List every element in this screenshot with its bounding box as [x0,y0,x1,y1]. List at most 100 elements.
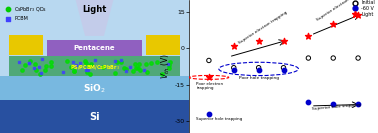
Point [73,64,79,66]
Point [22,64,28,66]
Point [77,62,83,64]
Point [82,62,88,64]
Bar [47,40,142,56]
Point [159,73,165,75]
Point [37,73,43,75]
Text: Au: Au [157,41,168,50]
Point [36,66,42,68]
Point [48,61,54,63]
Point [68,66,74,68]
Point [60,71,66,73]
Point [137,69,143,71]
FancyBboxPatch shape [9,35,43,55]
Point [165,63,171,66]
Point [71,70,77,72]
Bar [0,100,189,133]
Point [118,59,124,61]
Point [256,69,262,71]
Text: SiO$_2$: SiO$_2$ [83,82,106,95]
Point [26,62,33,64]
Point [86,65,92,67]
Point [91,59,98,61]
Point [27,60,33,62]
Point [42,69,48,71]
Point [355,13,361,16]
Point [48,65,54,67]
Point [135,66,141,69]
Point [88,63,94,65]
Point [355,103,361,105]
Point [144,71,150,73]
Text: PS/PCBM/CsPbBr$_3$: PS/PCBM/CsPbBr$_3$ [70,63,119,72]
Legend: Initial, -60 V, Light: Initial, -60 V, Light [350,0,376,17]
Point [87,72,93,75]
Point [256,67,262,69]
Point [143,63,149,65]
Point [5,8,11,10]
Point [330,57,336,59]
Point [305,35,311,37]
Point [112,60,118,62]
Point [305,57,311,59]
Point [122,70,129,72]
Text: Light: Light [82,5,107,14]
Point [38,72,44,74]
Point [154,61,160,63]
Point [83,68,89,71]
Point [39,58,45,60]
Point [100,66,106,68]
Point [118,61,124,63]
Point [130,70,136,72]
FancyBboxPatch shape [146,35,180,55]
Text: Si: Si [89,112,100,122]
Text: Au: Au [21,41,32,50]
Point [330,103,336,105]
Point [231,69,237,71]
Point [114,61,120,63]
Point [133,67,139,69]
Point [206,76,212,78]
Text: Pentacene: Pentacene [74,45,115,51]
Point [149,62,155,64]
Point [71,70,77,72]
FancyBboxPatch shape [0,0,189,133]
Point [82,60,88,62]
Text: Poor hole trapping: Poor hole trapping [239,76,279,80]
Text: PCBM: PCBM [14,16,28,21]
Point [355,57,361,59]
Point [206,59,212,62]
Point [5,18,11,20]
Point [121,66,127,69]
Point [31,66,37,69]
Point [167,61,173,63]
Point [43,65,49,67]
Point [231,45,237,47]
Point [33,63,39,65]
Point [256,40,262,42]
Point [112,72,118,74]
Point [16,61,22,63]
Point [206,113,212,115]
Bar [0,76,189,100]
Point [33,69,39,71]
Text: Superior hole trapping: Superior hole trapping [197,117,243,121]
Text: Superior hole trapping: Superior hole trapping [312,103,361,111]
Bar [9,56,180,76]
Text: Superior electron trapping: Superior electron trapping [237,10,288,45]
Point [231,67,237,69]
Point [70,61,76,63]
Point [166,64,172,66]
Point [280,67,287,69]
Point [26,62,32,64]
Point [280,40,287,42]
Point [19,69,25,71]
Point [127,66,133,68]
Point [330,23,336,25]
Point [166,67,172,69]
Text: Superior electron trapping: Superior electron trapping [316,0,366,22]
Point [280,69,287,71]
Point [136,63,142,65]
Point [85,69,91,71]
Text: CsPbBr$_3$ QDs: CsPbBr$_3$ QDs [14,5,47,14]
Text: Poor electron
trapping: Poor electron trapping [197,82,223,90]
